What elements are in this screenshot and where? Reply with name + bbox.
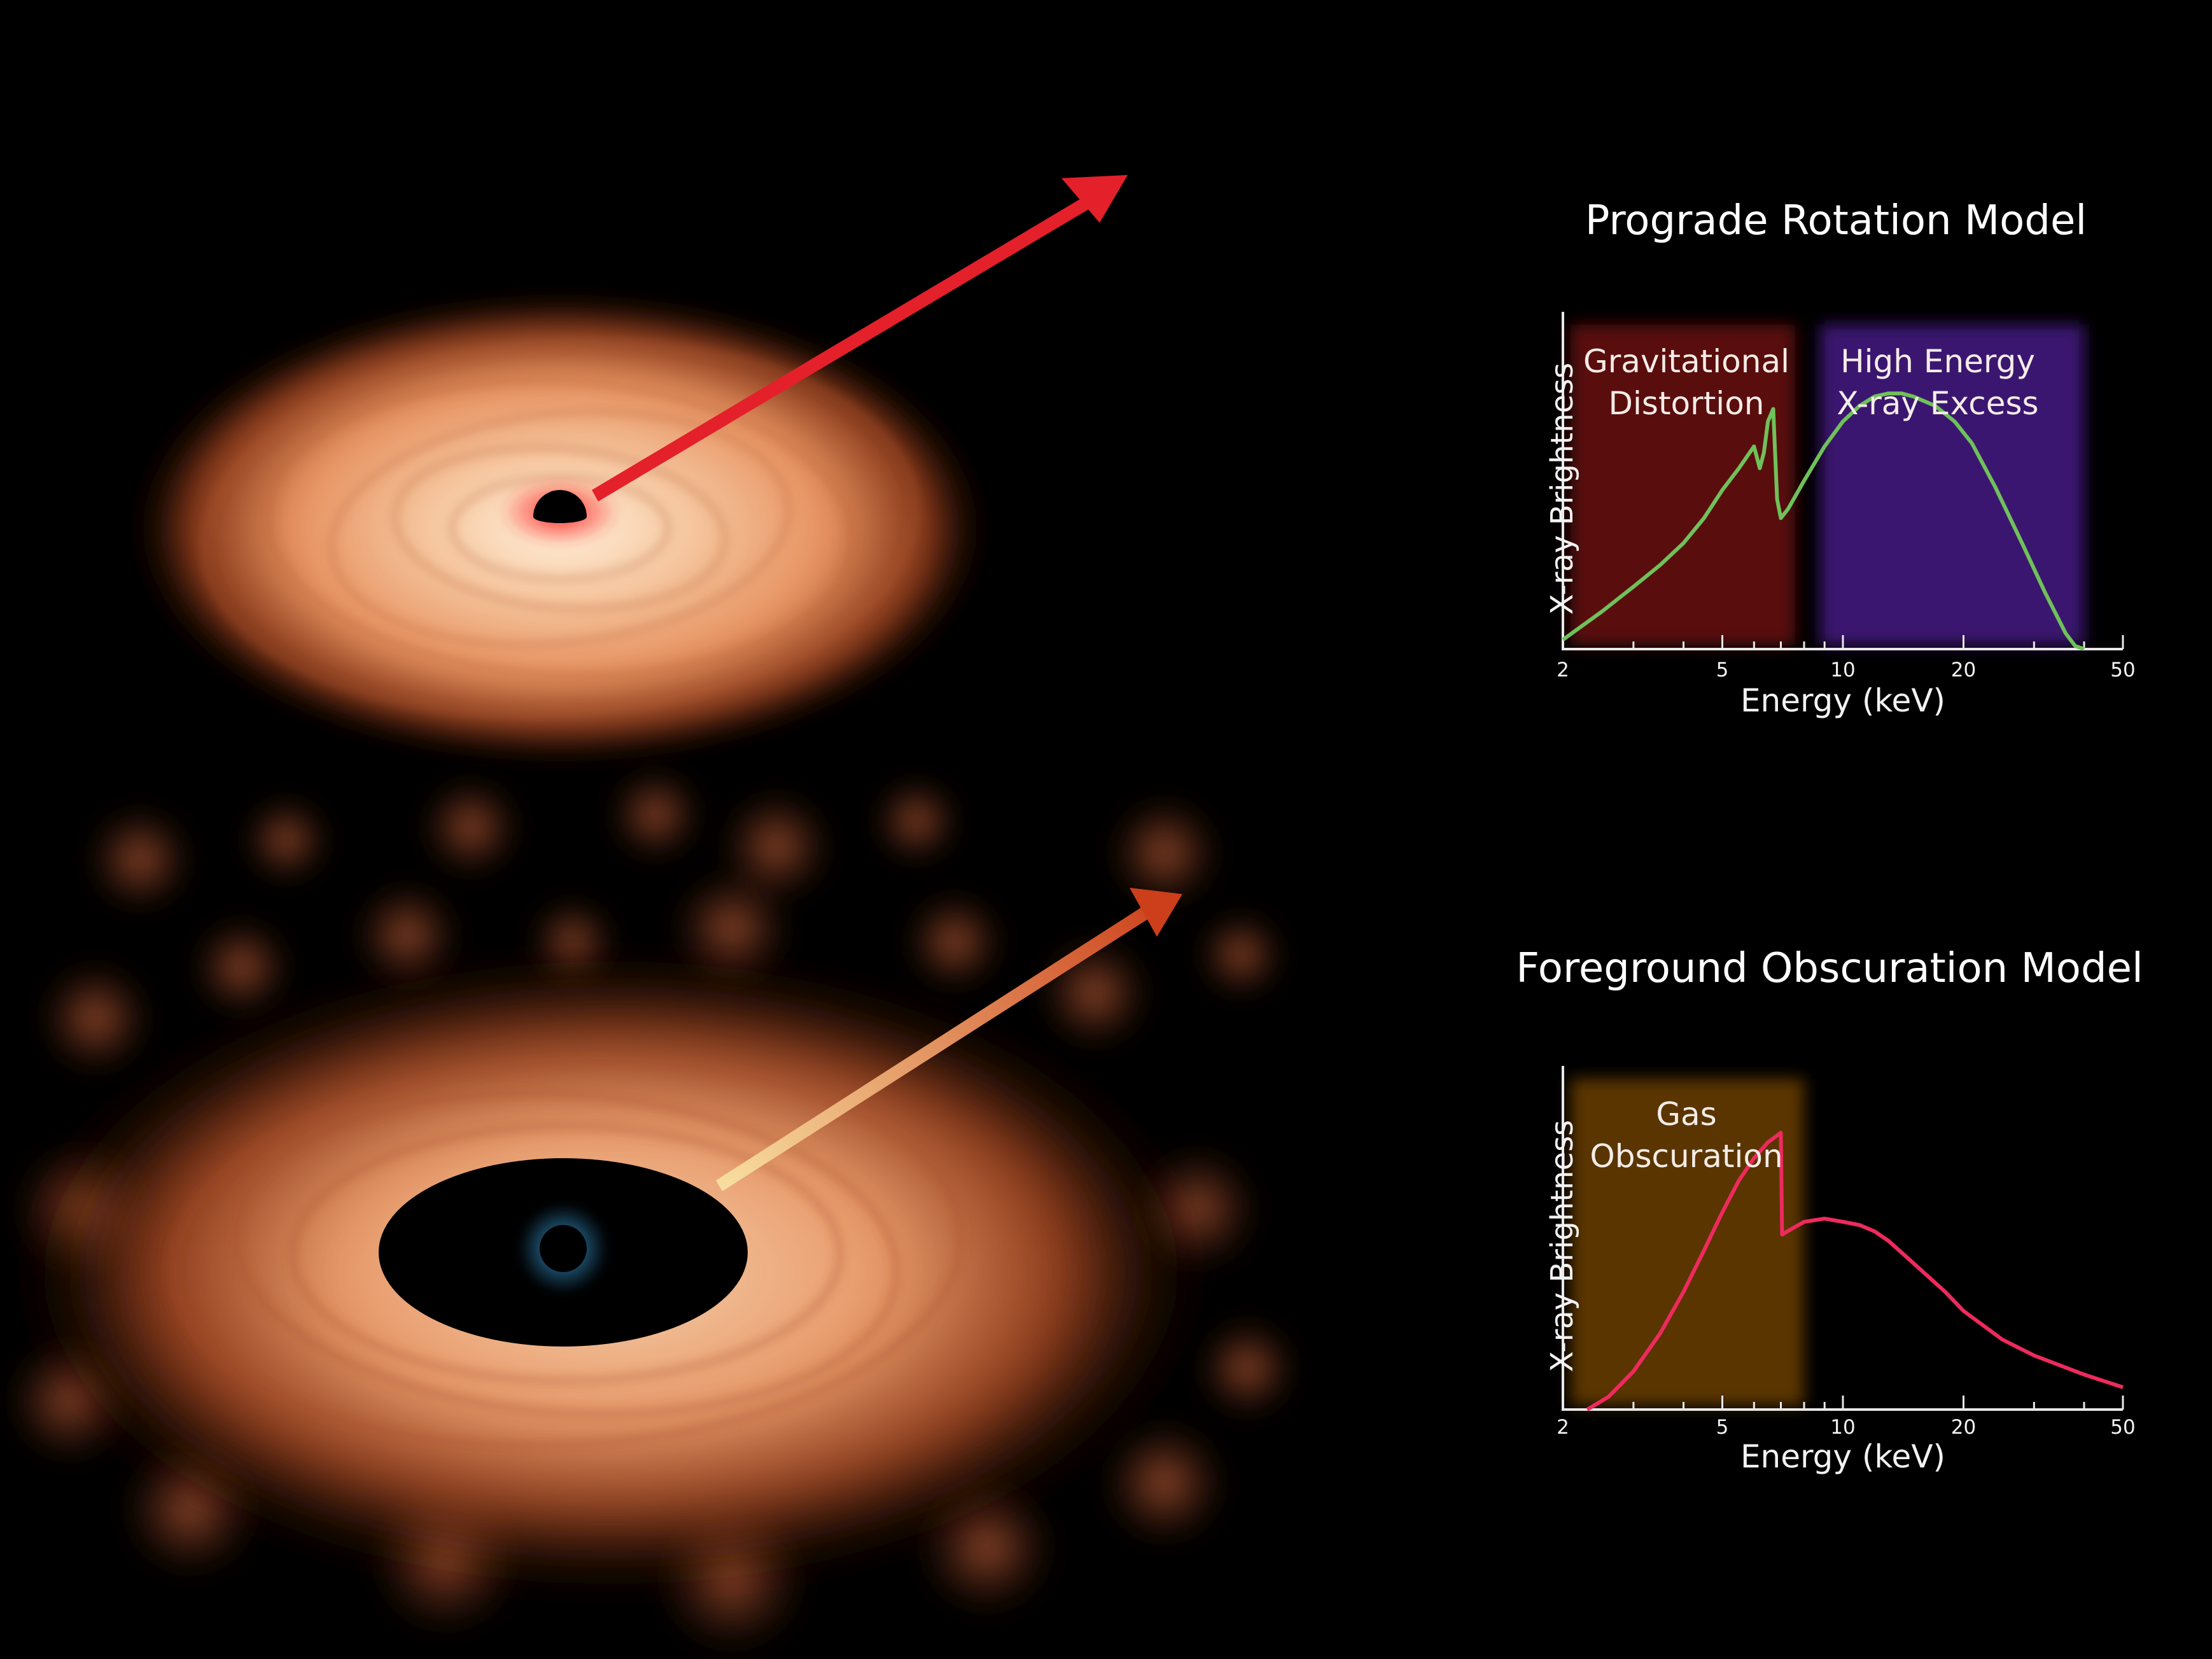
obscuration-y-axis-label: X-ray Brightness <box>1544 1119 1580 1373</box>
obscuration-model-title: Foreground Obscuration Model <box>1516 945 2143 992</box>
band-label-gravitational-distortion: Gravitational Distortion <box>1583 343 1789 422</box>
prograde-band-1 <box>1820 325 2084 645</box>
obscured-black-hole-disk-icon <box>6 955 1215 1591</box>
obscuration-tick-label-5: 5 <box>1716 1416 1729 1439</box>
obscured-jet-arrow-icon <box>716 888 1182 1191</box>
obscuration-band-0 <box>1571 1079 1804 1406</box>
prograde-tick-label-10: 10 <box>1830 659 1856 682</box>
obscuration-spectrum-chart <box>1562 1066 2124 1411</box>
obscuration-tick-label-20: 20 <box>1950 1416 1977 1439</box>
prograde-band-0 <box>1571 325 1795 645</box>
prograde-spectrum-chart <box>1562 312 2124 651</box>
obscuration-tick-label-10: 10 <box>1830 1416 1856 1439</box>
band-label-gas-obscuration: Gas Obscuration <box>1590 1096 1783 1175</box>
black-hole-accretion-disk-icon <box>127 293 993 764</box>
obscuration-tick-label-2: 2 <box>1557 1416 1569 1439</box>
prograde-y-axis-label: X-ray Brightness <box>1544 362 1580 615</box>
prograde-tick-label-50: 50 <box>2110 659 2136 682</box>
prograde-tick-label-5: 5 <box>1716 659 1729 682</box>
obscuration-x-axis-label: Energy (keV) <box>1740 1438 1946 1475</box>
band-label-high-energy-excess: High Energy X-ray Excess <box>1837 343 2039 422</box>
prograde-series-line <box>1562 391 2085 651</box>
prograde-tick-label-20: 20 <box>1950 659 1977 682</box>
obscuration-series-line <box>1586 1131 2124 1411</box>
prograde-x-axis-label: Energy (keV) <box>1740 682 1946 719</box>
red-jet-arrow-icon <box>592 175 1128 501</box>
prograde-tick-label-2: 2 <box>1557 659 1569 682</box>
obscuration-tick-label-50: 50 <box>2110 1416 2136 1439</box>
prograde-model-title: Prograde Rotation Model <box>1585 197 2087 244</box>
